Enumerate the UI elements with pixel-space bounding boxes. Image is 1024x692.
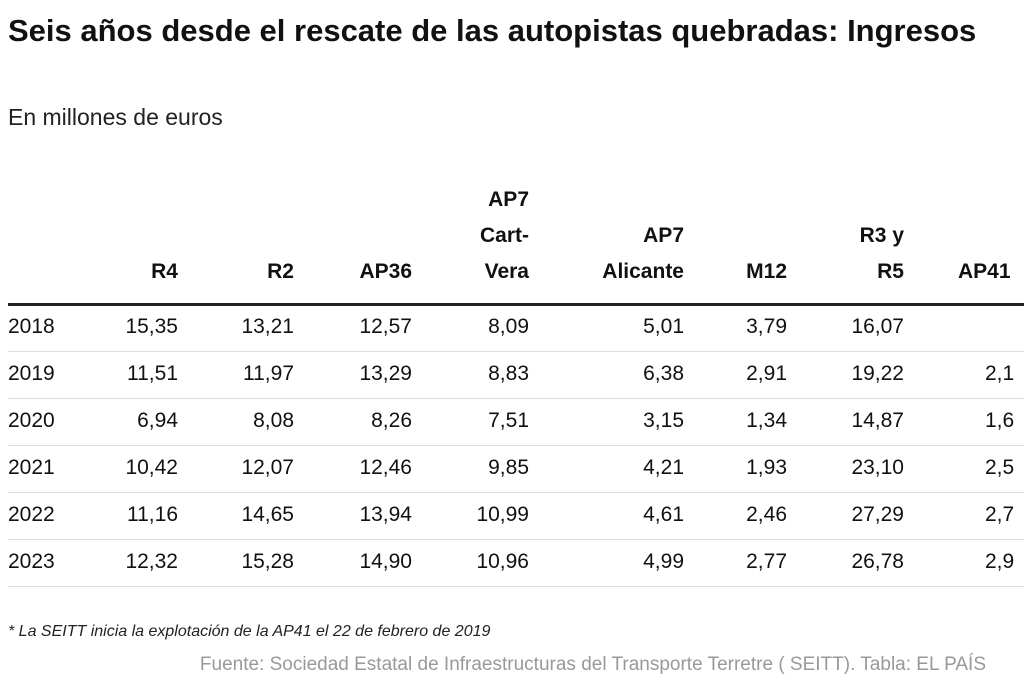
row-label: 2020 — [8, 409, 55, 432]
column-header: R3 y R5 — [859, 224, 904, 283]
bottom-rule — [8, 586, 1024, 587]
cell: 1,34 — [746, 409, 787, 432]
cell: 12,07 — [241, 456, 294, 479]
column-header: M12 — [746, 260, 787, 283]
row-rule — [8, 398, 1024, 399]
cell: 2,9 — [985, 550, 1015, 573]
cell: 2,91 — [746, 362, 787, 385]
cell: 11,51 — [127, 362, 178, 385]
cell: 4,21 — [643, 456, 684, 479]
cell: 8,83 — [488, 362, 529, 385]
cell: 8,26 — [371, 409, 412, 432]
subtitle: En millones de euros — [8, 104, 223, 130]
cell: 8,09 — [488, 315, 529, 338]
cell: 13,29 — [359, 362, 412, 385]
cell: 26,78 — [851, 550, 904, 573]
cell: 12,57 — [359, 315, 412, 338]
cell: 6,38 — [643, 362, 684, 385]
cell: 14,87 — [851, 409, 904, 432]
row-label: 2021 — [8, 456, 55, 479]
cell: 12,32 — [125, 550, 178, 573]
cell: 3,15 — [643, 409, 684, 432]
cell: 6,94 — [137, 409, 178, 432]
cell: 2,7 — [985, 503, 1015, 526]
source: Fuente: Sociedad Estatal de Infraestruct… — [199, 654, 986, 675]
row-rule — [8, 445, 1024, 446]
title: Seis años desde el rescate de las autopi… — [8, 13, 977, 48]
row-label: 2018 — [8, 315, 55, 338]
cell: 2,46 — [746, 503, 787, 526]
row-rule — [8, 539, 1024, 540]
cell: 15,28 — [241, 550, 294, 573]
row-rule — [8, 351, 1024, 352]
column-header: R2 — [267, 260, 294, 283]
column-header: AP41 — [958, 260, 1011, 283]
cell: 2,5 — [985, 456, 1015, 479]
cell: 16,07 — [851, 315, 904, 338]
cell: 13,21 — [241, 315, 294, 338]
header-rule — [8, 303, 1024, 306]
cell: 9,85 — [488, 456, 529, 479]
cell: 1,93 — [746, 456, 787, 479]
cell: 12,46 — [359, 456, 412, 479]
column-header: R4 — [151, 260, 178, 283]
cell: 4,61 — [643, 503, 684, 526]
cell: 23,10 — [851, 456, 904, 479]
cell: 14,90 — [359, 550, 412, 573]
cell: 2,1 — [985, 362, 1015, 385]
cell: 4,99 — [643, 550, 684, 573]
cell: 10,96 — [476, 550, 529, 573]
cell: 19,22 — [851, 362, 904, 385]
cell: 8,08 — [253, 409, 294, 432]
row-label: 2022 — [8, 503, 55, 526]
cell: 5,01 — [643, 315, 684, 338]
cell: 1,6 — [985, 409, 1015, 432]
cell: 11,16 — [127, 503, 178, 526]
header-row: R4 R2 AP36 AP7 Cart-Vera AP7 Alicante M12 R3 y… — [0, 180, 1024, 290]
cell: 3,79 — [746, 315, 787, 338]
cell: 11,97 — [243, 362, 294, 385]
cell: 13,94 — [359, 503, 412, 526]
column-header: AP7 Cart-Vera — [479, 188, 529, 283]
footnote: * La SEITT inicia la explotación de la A… — [8, 623, 491, 640]
cell: 27,29 — [851, 503, 904, 526]
cell: 14,65 — [241, 503, 294, 526]
cell: 7,51 — [488, 409, 529, 432]
row-rule — [8, 492, 1024, 493]
column-header: AP7 Alicante — [602, 224, 684, 283]
row-label: 2023 — [8, 550, 55, 573]
row-label: 2019 — [8, 362, 55, 385]
cell: 15,35 — [125, 315, 178, 338]
column-header: AP36 — [359, 260, 412, 283]
cell: 10,42 — [125, 456, 178, 479]
cell: 10,99 — [476, 503, 529, 526]
cell: 2,77 — [746, 550, 787, 573]
